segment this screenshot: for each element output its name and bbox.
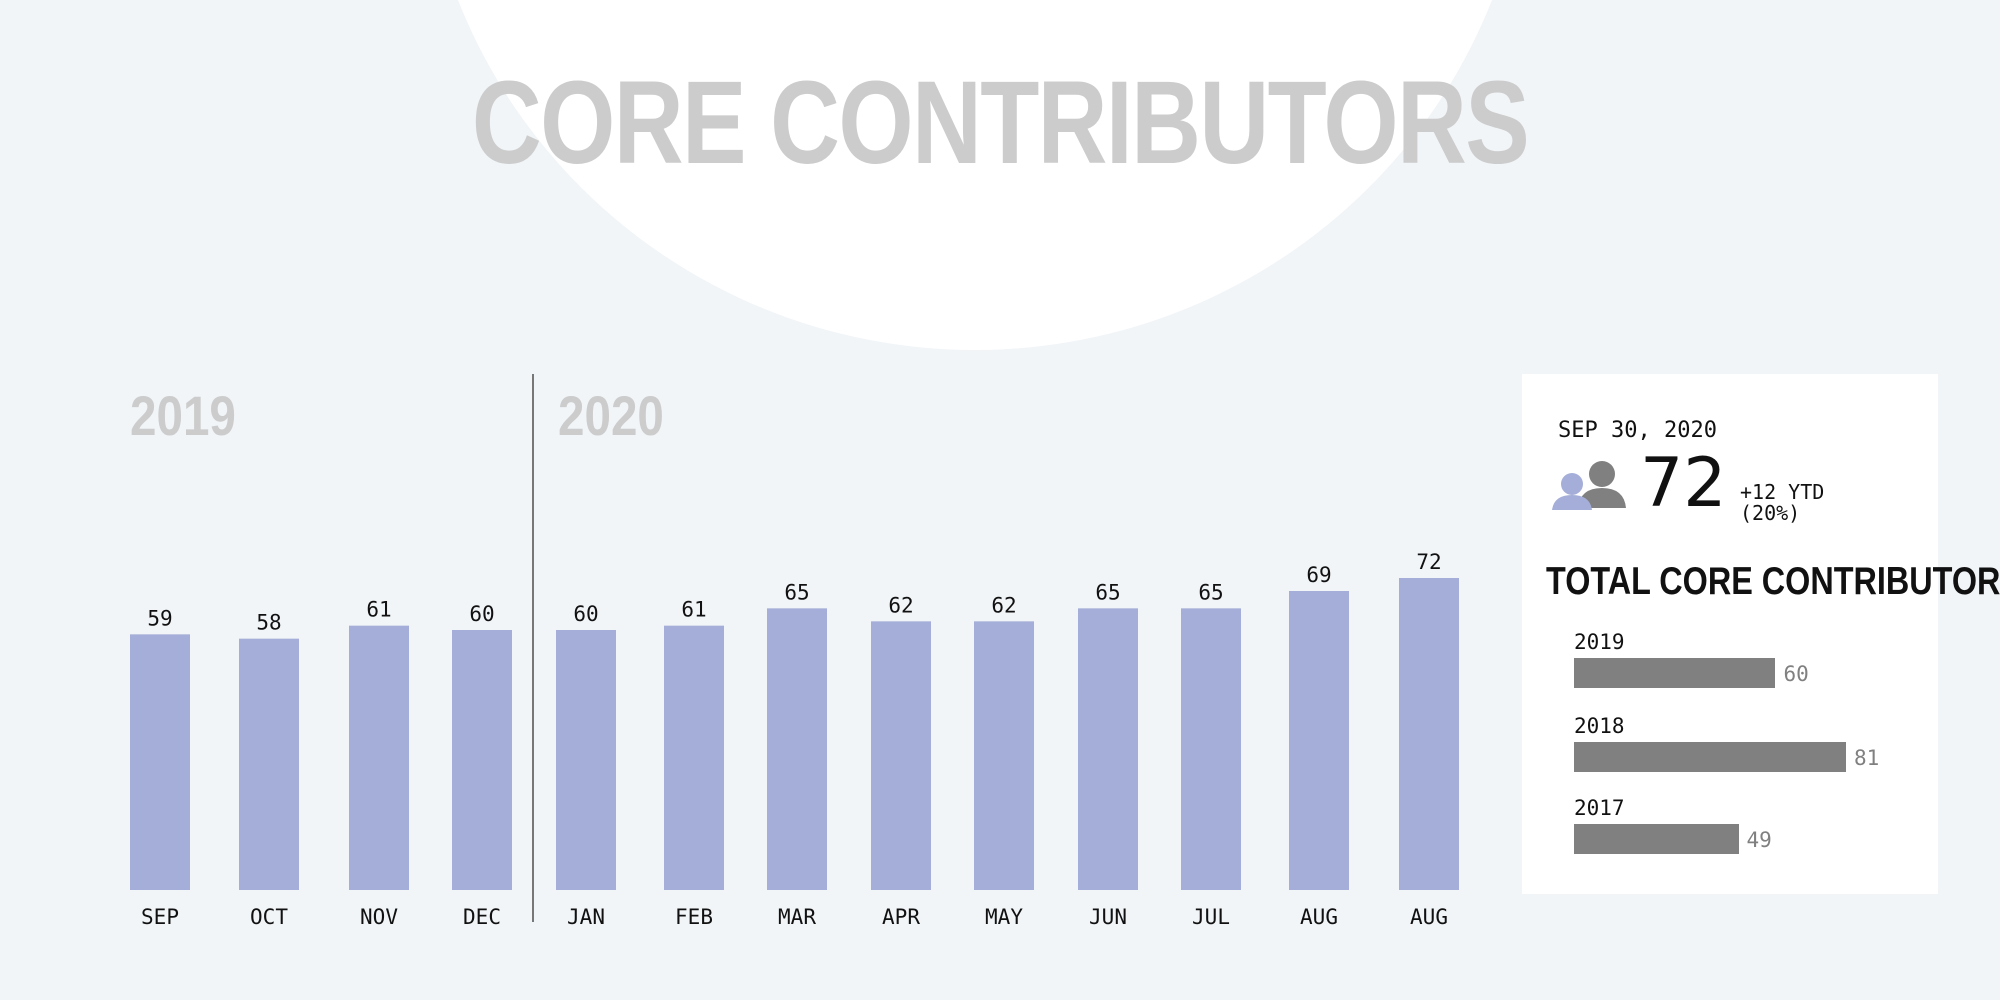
bar-value-label: 61: [681, 598, 706, 622]
bar-6: [767, 608, 827, 890]
month-tick-label: DEC: [463, 905, 501, 929]
bar-3: [452, 630, 512, 890]
bar-10: [1181, 608, 1241, 890]
month-tick-label: SEP: [141, 905, 179, 929]
month-tick-label: AUG: [1300, 905, 1338, 929]
summary-date: SEP 30, 2020: [1558, 418, 1717, 443]
yearly-total-bar: [1574, 824, 1739, 854]
page-title: CORE CONTRIBUTORS: [471, 57, 1530, 189]
bar-value-label: 60: [469, 602, 494, 626]
bar-value-label: 59: [147, 606, 172, 630]
bar-value-label: 58: [256, 611, 281, 635]
bar-value-label: 60: [573, 602, 598, 626]
yearly-total-bar: [1574, 742, 1846, 772]
yearly-total-value: 49: [1746, 828, 1772, 852]
month-tick-label: APR: [882, 905, 920, 929]
month-tick-label: JUN: [1089, 905, 1127, 929]
summary-change-percent: (20%): [1740, 501, 1801, 525]
bar-value-label: 65: [1095, 580, 1120, 604]
bar-1: [239, 638, 299, 890]
bar-2: [349, 625, 409, 890]
month-tick-label: FEB: [675, 905, 713, 929]
monthly-bar-chart: 59 SEP 58 OCT 61 NOV 60 DEC 60 JAN 61 FEB 65 MAR 62 APR…: [130, 374, 1459, 929]
bar-9: [1078, 608, 1138, 890]
bar-value-label: 62: [991, 593, 1016, 617]
summary-change: +12 YTD (20%): [1740, 482, 1930, 524]
yearly-total-bar: [1574, 658, 1776, 688]
bar-value-label: 72: [1416, 550, 1441, 574]
month-tick-label: MAR: [778, 905, 816, 929]
bar-value-label: 62: [888, 593, 913, 617]
yearly-total-year: 2018: [1574, 714, 1625, 738]
bar-value-label: 65: [1198, 580, 1223, 604]
bar-value-label: 69: [1306, 563, 1331, 587]
people-icon: [1552, 461, 1626, 510]
yearly-total-year: 2019: [1574, 630, 1625, 654]
summary-title: TOTAL CORE CONTRIBUTORS: [1546, 560, 2000, 603]
month-tick-label: MAY: [985, 905, 1023, 929]
month-tick-label: JUL: [1192, 905, 1230, 929]
bar-5: [664, 625, 724, 890]
bar-value-label: 65: [784, 580, 809, 604]
month-tick-label: NOV: [360, 905, 398, 929]
bar-value-label: 61: [366, 598, 391, 622]
summary-count: 72: [1640, 444, 1727, 523]
bar-12: [1399, 578, 1459, 890]
yearly-total-value: 60: [1783, 662, 1809, 686]
year-label-2020: 2020: [558, 384, 664, 447]
summary-change-ytd: +12 YTD: [1740, 480, 1825, 504]
year-label-2019: 2019: [130, 384, 236, 447]
bar-8: [974, 621, 1034, 890]
bars-group: 59 SEP 58 OCT 61 NOV 60 DEC 60 JAN 61 FEB 65 MAR 62 APR…: [130, 550, 1459, 929]
month-tick-label: OCT: [250, 905, 288, 929]
yearly-total-value: 81: [1854, 746, 1880, 770]
bar-7: [871, 621, 931, 890]
month-tick-label: JAN: [567, 905, 605, 929]
bar-4: [556, 630, 616, 890]
bar-0: [130, 634, 190, 890]
summary-panel: SEP 30, 2020 72 +12 YTD (20%) TOTAL CORE…: [1522, 374, 2000, 894]
bar-11: [1289, 591, 1349, 890]
yearly-total-year: 2017: [1574, 796, 1625, 820]
month-tick-label: AUG: [1410, 905, 1448, 929]
